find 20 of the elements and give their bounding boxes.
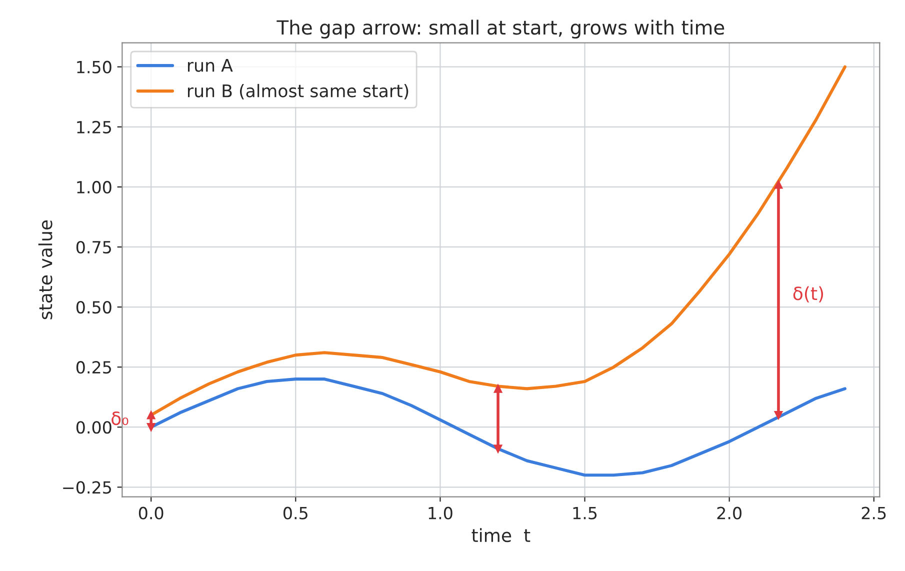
annotation: δ(t): [793, 286, 824, 302]
y-tick-label: 0.75: [76, 240, 111, 254]
x-tick-label: 2.5: [862, 506, 886, 520]
x-axis-title: time t: [472, 528, 530, 542]
y-tick-label: 1.25: [77, 120, 111, 134]
chart-title: The gap arrow: small at start, grows with time: [276, 20, 724, 39]
y-axis-title: state value: [38, 220, 52, 320]
legend-label: run B (almost same start): [188, 84, 408, 100]
y-tick-label: −0.25: [63, 481, 111, 494]
y-tick-label: 0.25: [76, 361, 111, 374]
x-tick-label: 1.0: [428, 506, 452, 520]
y-tick-label: 1.50: [77, 60, 112, 74]
y-tick-label: 0.00: [76, 421, 112, 434]
x-tick-label: 0.0: [138, 506, 164, 520]
x-tick-label: 1.5: [573, 507, 597, 520]
x-tick-label: 2.0: [717, 506, 742, 520]
x-tick-label: 0.5: [283, 506, 308, 520]
legend-label: run A: [188, 58, 233, 72]
y-tick-label: 1.00: [77, 180, 112, 194]
y-tick-label: 0.50: [76, 300, 112, 314]
